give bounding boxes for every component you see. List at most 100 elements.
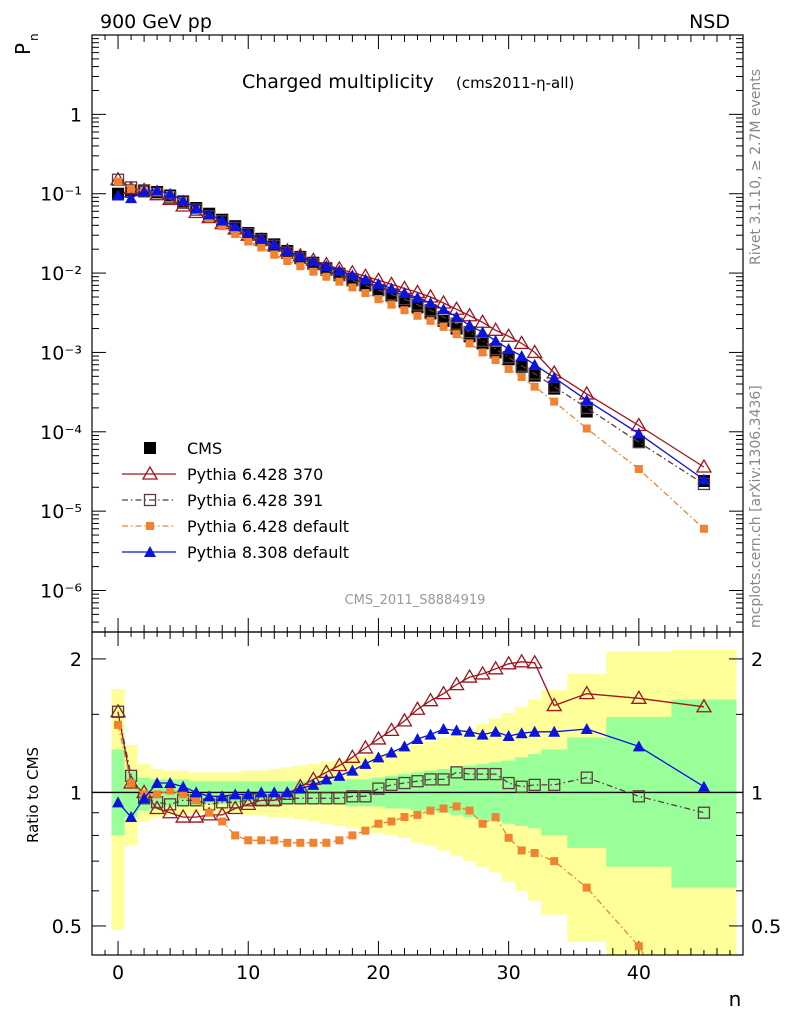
ratio-point (515, 727, 528, 739)
series-pythia-8-308-default (112, 184, 710, 485)
ratio-point (270, 836, 279, 845)
data-point (125, 192, 138, 204)
legend-marker (144, 442, 156, 454)
data-point (348, 283, 357, 292)
data-point (218, 222, 227, 231)
legend-marker (146, 522, 154, 530)
data-point (361, 289, 370, 298)
ratio-point (268, 786, 281, 798)
data-point (333, 264, 346, 276)
data-point (580, 394, 593, 406)
data-point (465, 339, 474, 348)
ratio-point (361, 826, 370, 835)
ratio-y-tick-label-right: 0.5 (751, 916, 781, 938)
watermark: CMS_2011_S8884919 (345, 593, 486, 608)
ratio-point (426, 806, 435, 815)
ratio-point (344, 749, 361, 763)
data-point (513, 335, 530, 350)
ratio-point (582, 883, 591, 892)
ratio-point (320, 773, 333, 785)
ratio-point (294, 782, 307, 794)
data-point (177, 194, 190, 206)
ratio-point (502, 776, 515, 790)
ratio-y-tick-label: 1 (70, 782, 82, 804)
ratio-point (500, 655, 517, 670)
data-point (517, 373, 526, 382)
data-point (424, 307, 437, 320)
ratio-point (374, 819, 383, 828)
ratio-point (111, 705, 125, 718)
ratio-y-tick-label-right: 2 (751, 649, 763, 671)
ratio-point (383, 722, 400, 737)
ratio-point (513, 653, 530, 668)
data-point (127, 184, 136, 193)
data-point (309, 267, 318, 276)
ratio-point (240, 796, 257, 811)
ratio-series-pythia-6-428-default (114, 720, 645, 955)
ratio-point (387, 817, 396, 826)
ratio-point (190, 786, 203, 798)
data-point (463, 330, 476, 343)
ratio-point (630, 690, 647, 704)
ratio-ticks: 0.5 0.51 12 20 10 20 30 40 (52, 632, 781, 984)
data-point (203, 208, 216, 220)
data-point (270, 250, 279, 259)
data-point (294, 250, 307, 262)
data-point (112, 189, 125, 201)
data-point (632, 427, 645, 439)
ratio-point (489, 725, 502, 737)
ratio-point (526, 654, 543, 669)
ratio-point (580, 723, 593, 735)
main-y-tick-label: 10⁻⁴ (40, 422, 82, 444)
data-point (244, 237, 253, 246)
data-point (385, 282, 398, 294)
ratio-point (372, 782, 385, 795)
x-tick-label: 10 (236, 962, 260, 984)
header-left: 900 GeV pp (100, 11, 212, 33)
ratio-point (413, 810, 422, 819)
data-point (231, 230, 240, 239)
header-right: NSD (689, 11, 730, 33)
main-y-tick-label: 10⁻² (40, 263, 82, 285)
data-point (335, 277, 344, 286)
data-point (580, 405, 593, 418)
ratio-point (448, 676, 465, 691)
main-y-tick-label: 1 (70, 104, 82, 126)
ratio-point (175, 808, 192, 823)
data-point (502, 343, 515, 355)
legend-marker (143, 493, 157, 507)
legend-label: Pythia 6.428 default (187, 517, 349, 536)
ratio-point (348, 831, 357, 840)
ratio-point (335, 836, 344, 845)
data-point (151, 184, 164, 196)
main-y-label-sub: n (27, 33, 41, 41)
data-point (268, 238, 281, 250)
ratio-point (205, 808, 214, 817)
ratio-point (546, 697, 563, 712)
ratio-point (411, 775, 424, 788)
data-point (515, 360, 528, 373)
ratio-point (396, 712, 413, 727)
data-point (229, 220, 242, 232)
data-point (307, 255, 320, 267)
main-ticks: 1 10⁻¹ 10⁻² 10⁻³ 10⁻⁴ 10⁻⁵ 10⁻⁶ (40, 35, 744, 632)
ratio-point (450, 766, 463, 779)
data-point (489, 346, 502, 359)
main-y-label: P n (11, 33, 41, 55)
data-point (164, 187, 177, 199)
data-point (487, 322, 504, 336)
ratio-series-clip (109, 653, 713, 955)
legend: CMS Pythia 6.428 370 Pythia 6.428 391 Pythi… (122, 439, 349, 562)
data-point (450, 310, 463, 322)
series-line (117, 189, 705, 481)
ratio-point (153, 790, 162, 799)
main-y-tick-label: 10⁻⁶ (40, 581, 82, 603)
x-tick-label: 40 (627, 962, 651, 984)
ratio-point (333, 769, 346, 781)
ratio-point (435, 685, 452, 700)
data-point (695, 458, 713, 473)
side-label-rivet: Rivet 3.1.10, ≥ 2.7M events (748, 69, 764, 265)
data-point (515, 350, 528, 362)
data-point (281, 244, 294, 256)
ratio-point (476, 728, 489, 740)
